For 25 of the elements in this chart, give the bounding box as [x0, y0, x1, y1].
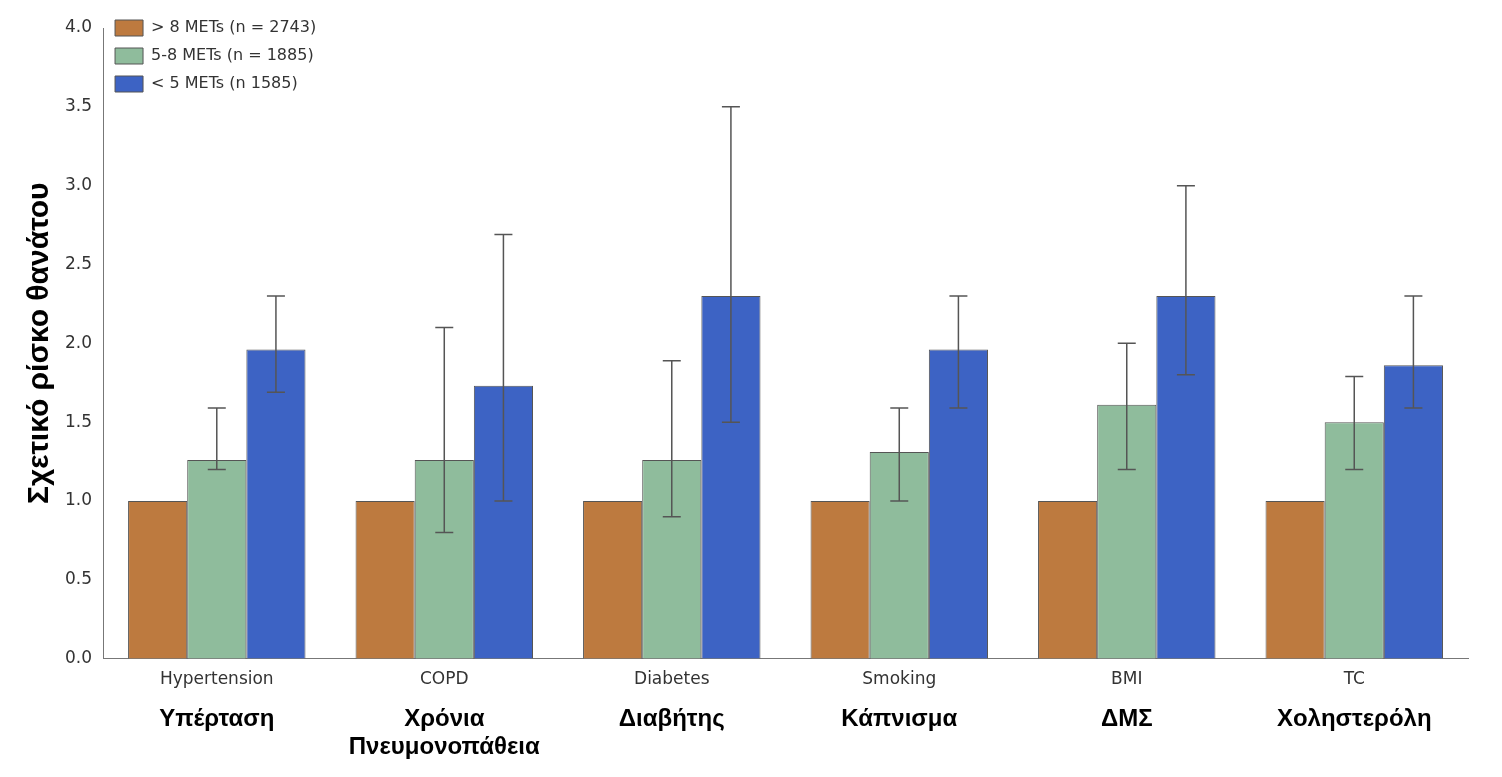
y-tick-label: 1.0 [64, 489, 93, 510]
x-tick-label: COPD [419, 668, 469, 689]
y-tick-label: 0.5 [64, 568, 93, 589]
y-tick-label: 1.5 [64, 410, 93, 431]
legend-label: > 8 METs (n = 2743) [151, 17, 317, 37]
x-tick-label: TC [1342, 668, 1365, 689]
x-tick-label: Diabetes [634, 668, 710, 689]
y-tick-label: 2.0 [64, 331, 93, 352]
y-tick-label: 0.0 [64, 647, 93, 668]
y-tick-label: 4.0 [64, 16, 93, 37]
x-tick-label: Smoking [862, 668, 937, 689]
legend-label: 5-8 METs (n = 1885) [151, 45, 314, 65]
text: Κάπνισμα [841, 703, 958, 731]
legend-label: < 5 METs (n 1585) [151, 73, 298, 93]
x-tick-label: Hypertension [159, 668, 274, 689]
y-tick-label: 3.5 [64, 95, 93, 116]
text: ΔΜΣ [1100, 703, 1153, 731]
text: Διαβήτης [618, 703, 725, 731]
y-tick-label: 2.5 [64, 252, 93, 273]
x-tick-label: BMI [1111, 668, 1143, 689]
y-axis-title: Σχετικό ρίσκο θανάτου [21, 182, 55, 505]
text: Υπέρταση [159, 703, 275, 731]
text: Χρόνια Πνευμονοπάθεια [348, 703, 541, 759]
text: Χοληστερόλη [1276, 703, 1432, 731]
y-tick-label: 3.0 [64, 174, 93, 195]
